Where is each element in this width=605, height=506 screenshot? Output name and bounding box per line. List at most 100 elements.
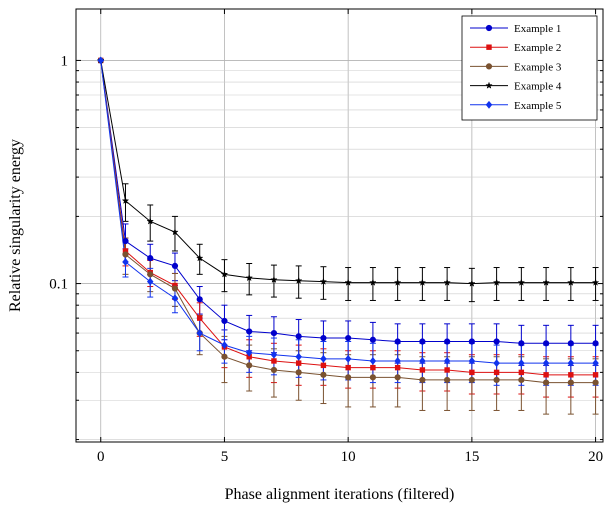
data-point	[592, 340, 599, 347]
data-point	[319, 277, 328, 285]
data-point	[394, 357, 401, 365]
data-point	[443, 278, 451, 286]
y-tick-label: 0.1	[49, 277, 68, 293]
data-point	[444, 367, 450, 373]
x-tick-label: 0	[97, 449, 105, 465]
legend-item: Example 4	[470, 81, 562, 93]
data-point	[444, 338, 451, 345]
data-point	[295, 352, 302, 361]
data-point	[393, 278, 402, 286]
legend-label: Example 1	[514, 23, 561, 35]
data-point	[171, 285, 179, 292]
data-point	[591, 278, 600, 286]
data-point	[121, 196, 130, 205]
data-point	[270, 366, 278, 374]
data-point	[345, 374, 352, 381]
data-point	[394, 338, 401, 345]
data-point	[147, 255, 154, 262]
data-point	[443, 357, 451, 365]
data-point	[542, 379, 550, 386]
data-point	[518, 376, 525, 384]
plot-area-frame	[75, 8, 604, 443]
data-point	[97, 56, 104, 65]
legend-box	[461, 15, 598, 121]
legend-item: Example 1	[470, 23, 561, 35]
x-tick-label: 10	[341, 449, 356, 465]
data-point	[171, 294, 179, 303]
x-tick-label: 20	[588, 449, 603, 465]
data-point	[320, 354, 327, 363]
error-bars	[122, 183, 599, 415]
data-point	[485, 63, 493, 70]
data-point	[517, 278, 526, 286]
data-point	[245, 273, 254, 282]
data-point	[196, 296, 203, 303]
data-point	[567, 340, 574, 347]
data-point	[369, 357, 377, 365]
data-point	[493, 359, 500, 368]
data-point	[485, 100, 493, 109]
y-tick-label: 1	[61, 53, 69, 69]
data-point	[369, 374, 377, 381]
data-point	[220, 270, 229, 278]
data-point	[320, 334, 327, 342]
data-point	[344, 278, 352, 286]
legend-item: Example 3	[470, 61, 562, 73]
data-point	[171, 228, 179, 236]
data-point	[518, 340, 525, 347]
data-point	[493, 369, 500, 376]
data-point	[122, 258, 129, 266]
data-point	[542, 359, 550, 368]
data-point	[567, 278, 575, 286]
data-point	[246, 362, 253, 369]
data-point	[468, 338, 475, 345]
series-markers	[96, 56, 600, 386]
error-bar	[122, 183, 129, 222]
data-point	[370, 364, 376, 371]
data-point	[485, 81, 493, 89]
data-point	[542, 340, 550, 347]
data-point	[221, 341, 228, 350]
x-axis-label: Phase alignment iterations (filtered)	[225, 486, 455, 503]
data-point	[171, 262, 179, 270]
data-point	[419, 367, 426, 373]
data-point	[320, 371, 327, 378]
data-point	[592, 359, 599, 368]
data-point	[394, 364, 401, 371]
data-point	[518, 369, 525, 376]
data-point	[295, 333, 302, 340]
legend-label: Example 4	[514, 81, 562, 93]
data-point	[345, 364, 351, 371]
data-point	[270, 350, 278, 359]
data-point	[122, 251, 129, 258]
data-point	[468, 376, 475, 384]
data-point	[245, 348, 253, 357]
data-point	[542, 278, 550, 286]
data-point	[195, 254, 204, 262]
data-point	[345, 334, 352, 342]
data-point	[221, 353, 228, 360]
data-point	[246, 328, 253, 335]
legend: Example 1 Example 2 Example 3 Example 4 Exam…	[461, 15, 598, 121]
data-point	[469, 369, 475, 376]
data-point	[419, 357, 426, 365]
data-point	[492, 278, 501, 286]
legend-label: Example 3	[514, 61, 562, 73]
legend-item: Example 5	[470, 100, 562, 112]
data-point	[468, 357, 476, 365]
data-point	[518, 359, 525, 368]
data-point	[271, 358, 277, 364]
data-point	[592, 379, 599, 386]
data-point	[369, 278, 377, 286]
legend-label: Example 5	[514, 100, 562, 112]
data-point	[344, 354, 352, 363]
data-point	[146, 217, 155, 225]
data-point	[270, 275, 278, 284]
data-point	[485, 24, 493, 32]
data-point	[468, 279, 476, 287]
y-axis-label: Relative singularity energy	[7, 139, 24, 312]
data-point	[592, 372, 599, 378]
data-point	[320, 362, 327, 369]
data-point	[418, 278, 427, 286]
